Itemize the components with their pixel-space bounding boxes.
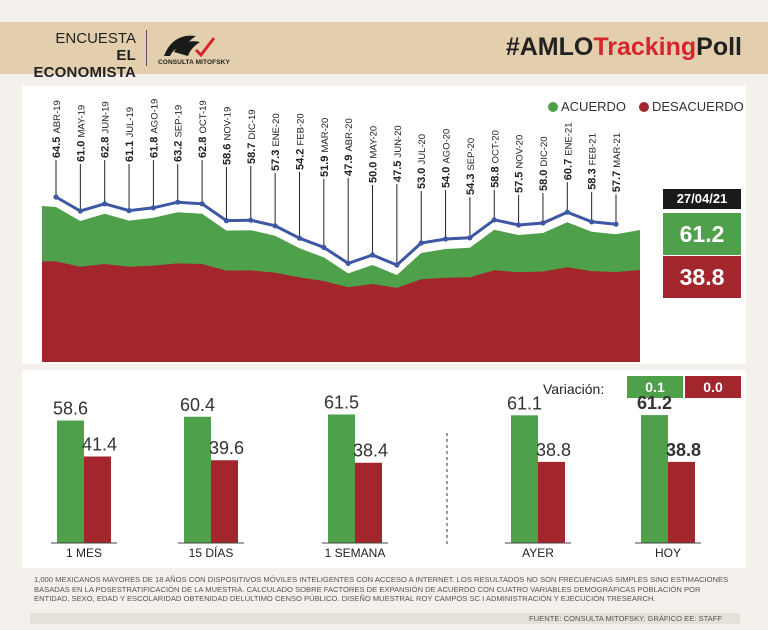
hashtag-red: Tracking: [593, 33, 697, 61]
current-desacuerdo: 38.8: [663, 256, 741, 298]
footnote: 1,000 MEXICANOS MAYORES DE 18 AÑOS CON D…: [34, 575, 729, 604]
bars-panel: [22, 370, 746, 568]
current-acuerdo: 61.2: [663, 213, 741, 255]
legend-acuerdo-label: ACUERDO: [561, 99, 627, 114]
source-bar: FUENTE: CONSULTA MITOFSKY. GRÁFICO EE: S…: [30, 613, 740, 624]
variation-label: Variación:: [543, 381, 605, 397]
trend-panel: [22, 86, 746, 364]
source-text: FUENTE: CONSULTA MITOFSKY. GRÁFICO EE: S…: [529, 614, 722, 623]
red-dot-icon: [639, 102, 649, 112]
logo-text: CONSULTA MITOFSKY: [158, 59, 230, 66]
brand-divider: [146, 30, 147, 66]
current-date: 27/04/21: [663, 189, 741, 209]
green-dot-icon: [548, 102, 558, 112]
brand-title: ENCUESTA EL ECONOMISTA: [18, 30, 136, 81]
legend-acuerdo: ACUERDO: [548, 99, 626, 114]
legend-desacuerdo: DESACUERDO: [639, 99, 744, 114]
variation-desacuerdo: 0.0: [685, 376, 741, 398]
hashtag-suffix: Poll: [696, 33, 742, 61]
brand-line1: ENCUESTA: [55, 30, 136, 47]
hashtag-prefix: #AMLO: [505, 33, 594, 61]
mitofsky-logo-icon: [164, 35, 216, 58]
brand-line2: EL ECONOMISTA: [33, 47, 136, 81]
hashtag-title: #AMLOTrackingPoll: [506, 32, 742, 62]
variation-acuerdo: 0.1: [627, 376, 683, 398]
header-banner: ENCUESTA EL ECONOMISTA CONSULTA MITOFSKY…: [0, 22, 768, 81]
legend-desacuerdo-label: DESACUERDO: [652, 99, 744, 114]
